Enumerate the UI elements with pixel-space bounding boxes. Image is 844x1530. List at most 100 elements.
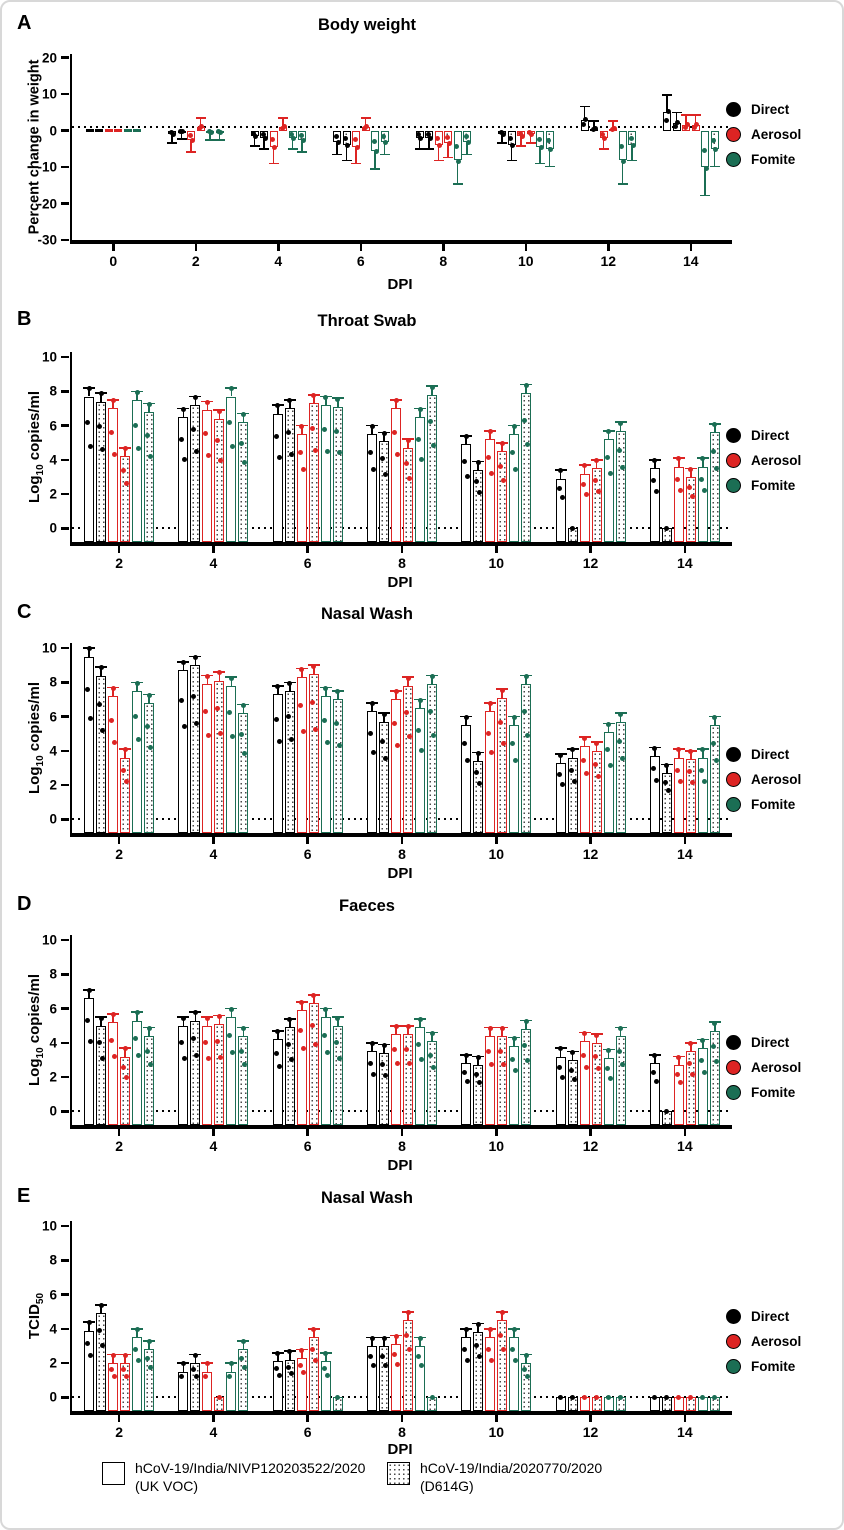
bar-aerosol-open-dpi14: [673, 757, 684, 833]
data-point: [276, 454, 282, 460]
bar-fomite-dotted-dpi8: [427, 1041, 437, 1125]
data-point: [240, 702, 246, 708]
legend-item-aerosol: Aerosol: [726, 1334, 832, 1349]
y-tick-label: 6: [49, 418, 57, 434]
error-whisker: [100, 393, 102, 402]
data-point: [206, 452, 212, 458]
data-point: [499, 1310, 505, 1316]
fomite-legend-dot-icon: [726, 152, 741, 167]
data-point: [145, 432, 151, 438]
data-point: [336, 742, 342, 748]
data-point: [652, 1394, 658, 1400]
error-cap: [662, 94, 672, 96]
data-point: [380, 738, 385, 744]
legend-item-direct: Direct: [726, 1309, 832, 1324]
bar-direct-open-dpi4: [178, 1371, 189, 1411]
error-whisker: [136, 1328, 138, 1338]
data-point: [425, 132, 431, 138]
data-point: [270, 137, 275, 143]
data-point: [701, 148, 707, 154]
y-tick-label: 10: [41, 640, 57, 656]
x-tick-mark: [117, 1129, 121, 1136]
error-whisker: [300, 668, 303, 678]
error-whisker: [714, 1022, 716, 1031]
error-whisker: [242, 413, 245, 423]
x-tick-label: 4: [209, 1424, 218, 1440]
x-tick-mark: [589, 1129, 592, 1136]
data-point: [122, 446, 128, 452]
zero-dotted-refline: [72, 1110, 732, 1113]
data-point: [85, 1341, 91, 1347]
error-whisker: [407, 677, 409, 686]
data-point: [674, 1071, 680, 1077]
bar-aerosol-open-dpi4: [202, 1025, 213, 1125]
data-point: [291, 135, 296, 141]
data-point: [486, 454, 492, 460]
bar-aerosol-open-dpi14: [673, 1065, 684, 1125]
data-point: [298, 133, 304, 139]
legend-item-fomite: Fomite: [726, 478, 832, 493]
error-cap: [259, 148, 269, 150]
error-cap: [167, 142, 177, 144]
panel-letter-d: D: [17, 893, 32, 915]
data-point: [299, 1000, 305, 1006]
data-point: [373, 149, 379, 155]
data-point: [616, 1048, 622, 1054]
data-point: [653, 488, 659, 494]
data-point: [323, 1351, 329, 1357]
data-point: [477, 1354, 483, 1360]
error-whisker: [419, 408, 421, 418]
data-point: [218, 1054, 224, 1060]
error-whisker: [690, 468, 692, 477]
panel-b-throat-swab: B Throat Swab Log10 copies/ml 10 8 6 4 2 0 2 4 6…: [2, 302, 842, 595]
bar-aerosol-open-dpi10: [485, 711, 496, 833]
bar-direct-dotted-dpi6: [284, 408, 295, 542]
x-axis-label: DPI: [387, 574, 413, 591]
error-whisker: [288, 1351, 291, 1360]
data-point: [456, 158, 461, 164]
y-tick-mark: [61, 973, 69, 976]
data-point: [240, 1025, 246, 1031]
data-point: [570, 1049, 576, 1055]
data-point: [429, 673, 435, 679]
data-point: [204, 399, 210, 405]
data-point: [395, 1061, 400, 1067]
bar-aerosol-dotted-dpi8: [403, 1034, 413, 1125]
data-point: [260, 132, 266, 138]
data-point: [192, 394, 198, 400]
data-point: [419, 1056, 424, 1062]
panel-d-faeces: D Faeces Log10 copies/ml 10 8 6 4 2 0 2 4 6 8 10 12…: [2, 887, 842, 1179]
aerosol-legend-dot-icon: [726, 1060, 741, 1075]
error-whisker: [513, 1328, 516, 1338]
bar-aerosol-dotted-dpi12: [591, 1042, 602, 1125]
error-whisker: [513, 1037, 516, 1047]
data-point: [242, 460, 248, 465]
error-cap: [579, 105, 590, 108]
error-whisker: [242, 1340, 245, 1350]
error-whisker: [324, 1008, 327, 1018]
y-tick-label: 0: [49, 1389, 57, 1405]
bar-fomite-dotted-dpi4: [238, 422, 249, 542]
data-point: [218, 730, 224, 736]
data-point: [580, 1052, 586, 1058]
data-point: [121, 1064, 127, 1070]
data-point: [354, 145, 360, 151]
error-whisker: [466, 141, 468, 155]
data-point: [369, 1335, 375, 1341]
data-point: [216, 1394, 222, 1400]
x-tick-label: 4: [209, 1138, 218, 1154]
data-point: [279, 126, 285, 132]
y-tick-mark: [61, 783, 69, 787]
x-tick-mark: [589, 837, 592, 844]
bar-aerosol-open-dpi4: [202, 1371, 213, 1411]
data-point: [369, 701, 375, 707]
error-whisker: [88, 387, 90, 397]
y-tick-label: 0: [49, 123, 57, 139]
data-point: [323, 685, 329, 691]
data-point: [194, 721, 200, 727]
x-tick-mark: [212, 1129, 215, 1136]
data-point: [240, 411, 246, 417]
data-point: [133, 1346, 139, 1352]
data-point: [465, 1357, 471, 1363]
data-point: [712, 714, 718, 720]
